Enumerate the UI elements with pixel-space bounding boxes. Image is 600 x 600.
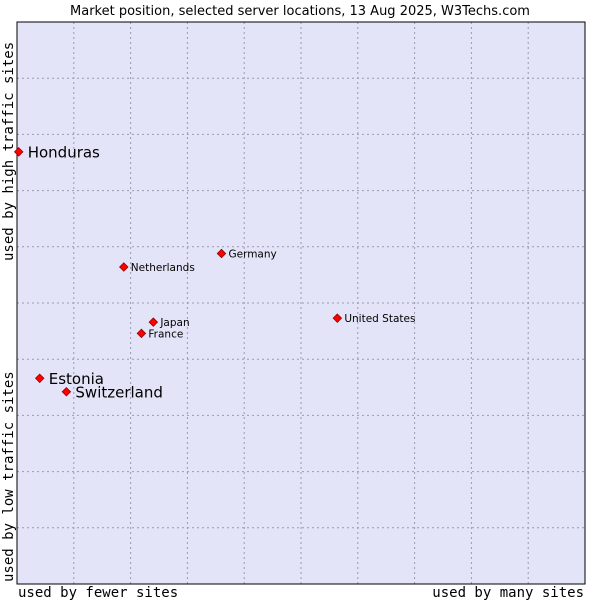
point-marker-estonia	[34, 373, 45, 384]
x-axis-label-left: used by fewer sites	[18, 585, 178, 600]
plot-border	[16, 21, 586, 585]
point-marker-japan	[148, 317, 159, 327]
point-label-united-states: United States	[344, 313, 415, 325]
point-label-germany: Germany	[228, 249, 276, 261]
point-marker-netherlands	[119, 262, 129, 272]
point-marker-switzerland	[61, 387, 72, 397]
point-label-honduras: Honduras	[28, 143, 100, 161]
point-marker-united-states	[332, 313, 343, 323]
grid-lines	[17, 22, 585, 584]
point-marker-france	[136, 328, 147, 339]
x-axis-label-right: used by many sites	[432, 585, 584, 600]
y-axis-label-top: used by high traffic sites	[1, 42, 17, 261]
point-label-switzerland: Switzerland	[75, 383, 163, 401]
point-label-france: France	[148, 328, 183, 340]
chart-title: Market position, selected server locatio…	[70, 4, 530, 19]
y-axis-label-bottom: used by low traffic sites	[1, 371, 17, 582]
point-label-estonia: Estonia	[49, 370, 104, 388]
point-label-netherlands: Netherlands	[131, 262, 195, 274]
point-marker-germany	[216, 248, 227, 259]
point-marker-honduras	[13, 147, 24, 157]
point-label-japan: Japan	[159, 317, 189, 329]
